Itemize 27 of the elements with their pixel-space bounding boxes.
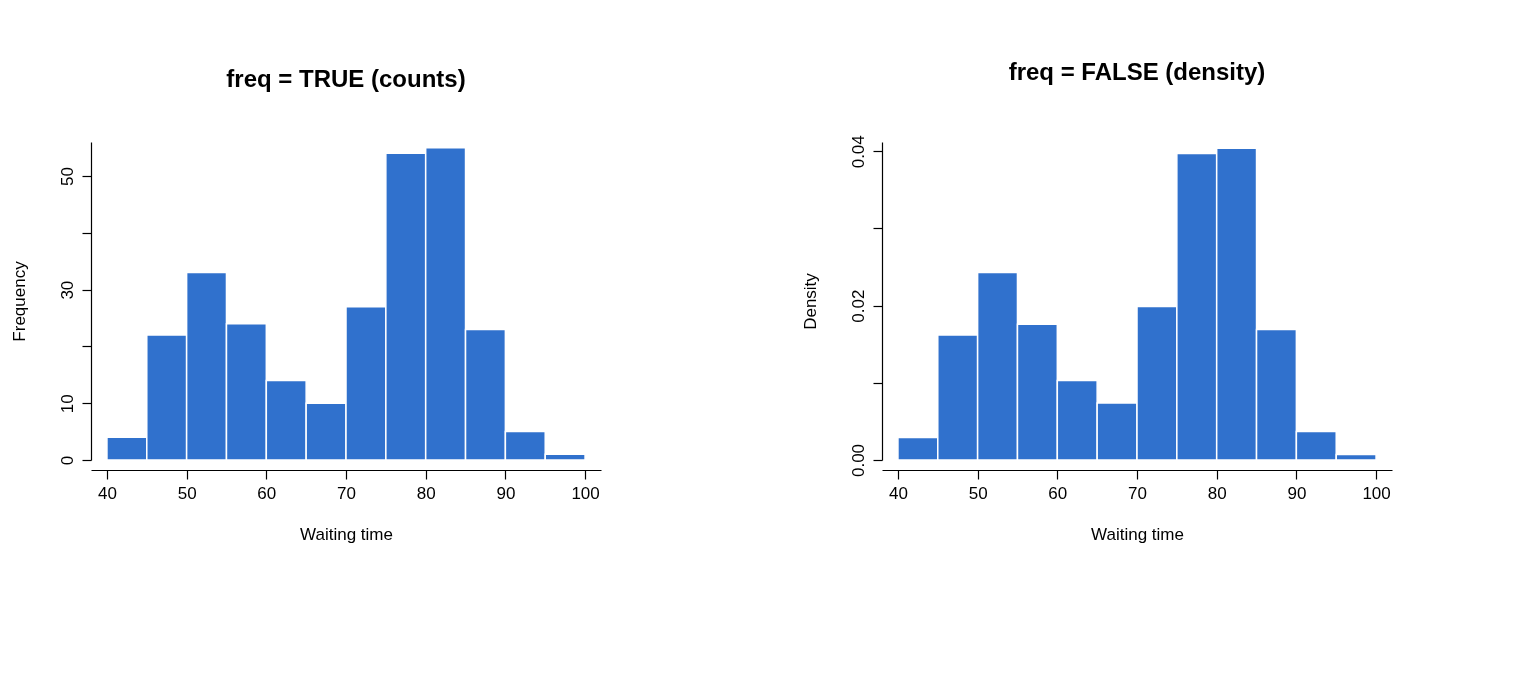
x-tick-label: 80	[1207, 483, 1227, 503]
x-tick-label: 90	[1287, 483, 1307, 503]
x-axis-title: Waiting time	[1091, 524, 1184, 544]
x-tick-label: 60	[257, 483, 277, 503]
y-tick-label: 0.02	[848, 289, 868, 323]
x-tick-label: 80	[416, 483, 436, 503]
x-tick-label: 60	[1048, 483, 1068, 503]
chart-title: freq = FALSE (density)	[1008, 57, 1266, 85]
chart-title: freq = TRUE (counts)	[226, 65, 466, 92]
x-tick-label: 70	[337, 483, 356, 503]
x-tick-label: 100	[1362, 483, 1391, 503]
y-tick-label: 50	[57, 167, 77, 187]
y-axis-title: Frequency	[9, 260, 29, 342]
x-tick-label: 50	[968, 483, 988, 503]
y-tick-label: 10	[57, 394, 77, 414]
x-tick-label: 90	[496, 483, 516, 503]
y-tick-label: 0.00	[848, 443, 868, 478]
x-tick-label: 100	[571, 483, 600, 503]
x-tick-label: 70	[1128, 483, 1147, 503]
y-tick-label: 30	[57, 280, 77, 300]
y-axis-title: Density	[800, 272, 820, 330]
y-tick-label: 0.04	[848, 135, 868, 169]
x-axis-title: Waiting time	[300, 524, 393, 544]
x-tick-label: 40	[888, 483, 908, 503]
y-tick-label: 0	[57, 455, 77, 466]
x-tick-label: 50	[177, 483, 197, 503]
x-tick-label: 40	[97, 483, 117, 503]
